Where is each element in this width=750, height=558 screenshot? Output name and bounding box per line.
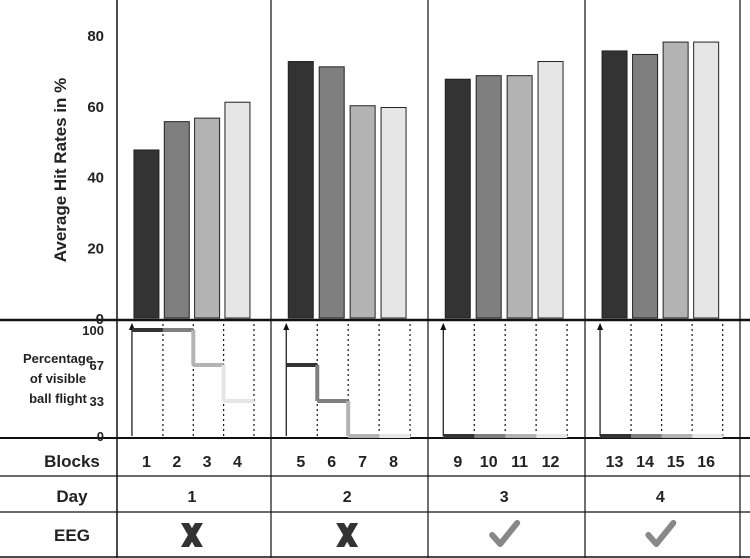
axis-arrow-icon [440, 323, 447, 330]
bar-block-11 [506, 75, 533, 319]
blocks-row-label: Blocks [44, 452, 100, 471]
bar-series [133, 41, 720, 319]
visibility-label-line-3: ball flight [29, 391, 87, 406]
bar-block-4 [224, 101, 251, 319]
block-label: 8 [389, 454, 398, 471]
bar-block-8 [380, 107, 407, 319]
y-axis-label: Average Hit Rates in % [51, 78, 70, 263]
visibility-tick-label: 67 [90, 358, 104, 373]
block-label: 5 [296, 454, 305, 471]
cross-stroke [336, 523, 359, 547]
bar-block-1 [133, 149, 160, 319]
eeg-cross-icon [336, 523, 359, 547]
eeg-check-icon [645, 520, 677, 547]
day-label: 1 [187, 489, 196, 506]
bar-block-15 [662, 41, 689, 319]
bar-block-7 [349, 105, 376, 319]
eeg-check-icon [489, 520, 521, 547]
axis-arrow-icon [597, 323, 604, 330]
block-label: 12 [542, 454, 560, 471]
figure-labels: Average Hit Rates in % Blocks Day EEG Pe… [23, 78, 100, 545]
y-tick-label: 0 [96, 311, 104, 328]
bar-block-14 [632, 53, 659, 319]
day-row-label: Day [56, 487, 88, 506]
block-label: 9 [453, 454, 462, 471]
block-label: 7 [358, 454, 367, 471]
bar-block-9 [444, 78, 471, 319]
eeg-cross-icon [180, 523, 203, 547]
day-label: 3 [500, 489, 509, 506]
visibility-label-line-2: of visible [30, 371, 86, 386]
visibility-tick-label: 100 [82, 323, 104, 338]
visibility-tick-label: 0 [97, 429, 104, 444]
block-label: 10 [480, 454, 498, 471]
y-tick-label: 80 [87, 28, 104, 45]
block-label: 16 [697, 454, 715, 471]
y-tick-label: 20 [87, 240, 104, 257]
bar-block-5 [287, 61, 314, 319]
block-label: 2 [172, 454, 181, 471]
eeg-row-label: EEG [54, 526, 90, 545]
bar-block-10 [475, 75, 502, 319]
bar-block-3 [194, 117, 221, 319]
day-label: 4 [656, 489, 665, 506]
block-label: 15 [667, 454, 685, 471]
visibility-steps [128, 323, 724, 438]
axis-arrow-icon [283, 323, 290, 330]
visibility-label-line-1: Percentage [23, 351, 93, 366]
bar-block-13 [601, 50, 628, 319]
visibility-tick-label: 33 [90, 394, 104, 409]
block-label: 4 [233, 454, 242, 471]
block-label: 6 [327, 454, 336, 471]
bar-block-16 [693, 41, 720, 319]
y-tick-label: 40 [87, 170, 104, 187]
y-tick-label: 60 [87, 99, 104, 116]
day-label: 2 [343, 489, 352, 506]
block-label: 3 [203, 454, 212, 471]
block-label: 1 [142, 454, 151, 471]
block-label: 13 [606, 454, 624, 471]
bar-block-6 [318, 66, 345, 319]
bar-block-12 [537, 61, 564, 319]
cross-stroke [180, 523, 203, 547]
bar-block-2 [163, 121, 190, 319]
block-label: 14 [636, 454, 654, 471]
block-label: 11 [511, 454, 528, 471]
